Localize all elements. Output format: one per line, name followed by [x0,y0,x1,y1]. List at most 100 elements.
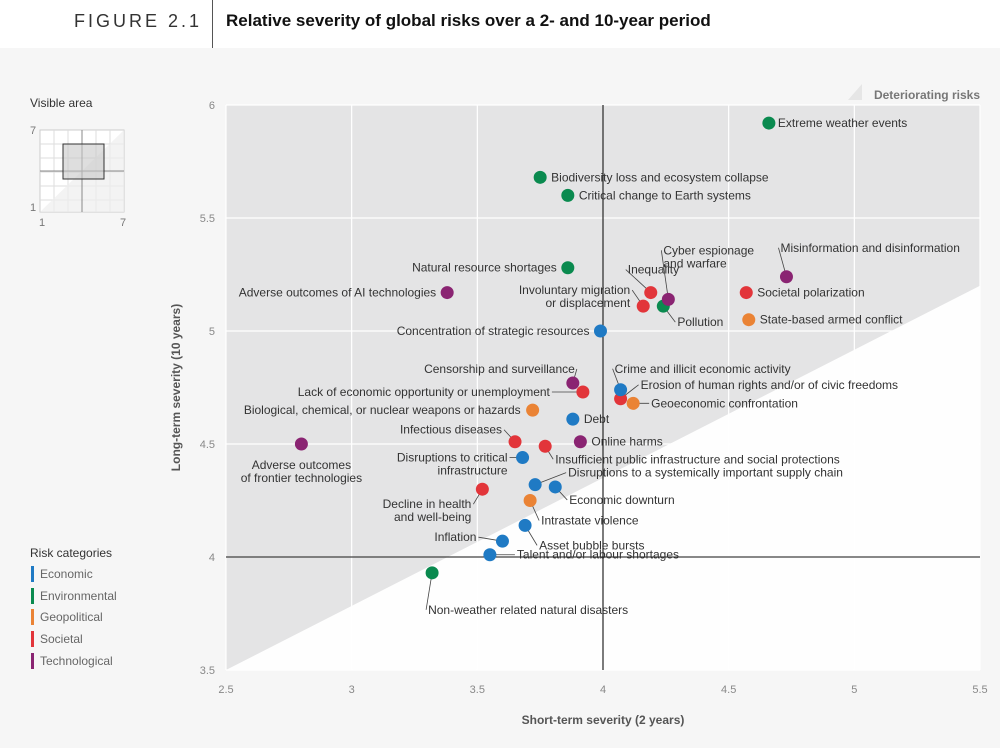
minimap-tick-bottom: 1 [30,202,36,214]
label-economic-downturn: Economic downturn [569,493,674,507]
legend-item-geopolitical[interactable]: Geopolitical [30,608,117,630]
legend-item-economic[interactable]: Economic [30,565,117,587]
figure-header: FIGURE 2.1 Relative severity of global r… [0,0,1000,48]
point-asset-bubble-bursts [518,518,532,532]
point-concentration-of-strategic-resources [593,324,607,338]
annotation-marker [848,84,862,100]
legend-label: Economic [40,567,93,581]
legend-swatch [31,587,34,604]
point-involuntary-migration-or-displacement [636,299,650,313]
label-inflation: Inflation [434,530,476,544]
x-tick-label: 4.5 [721,684,736,696]
point-adverse-outcomes-of-ai-technologies [440,286,454,300]
y-axis-title: Long-term severity (10 years) [169,304,183,471]
point-critical-change-to-earth-systems [561,188,575,202]
point-decline-in-health-and-well-being [475,482,489,496]
legend-swatch [31,652,34,669]
figure-number: FIGURE 2.1 [74,11,203,31]
point-extreme-weather-events [762,116,776,130]
label-disruptions-to-a-systemically-important-supply-chain: Disruptions to a systemically important … [568,466,843,480]
y-tick-label: 4 [209,552,215,564]
point-cyber-espionage-and-warfare [661,292,675,306]
legend-title: Risk categories [30,546,113,560]
point-misinformation-and-disinformation [779,270,793,284]
point-crime-and-illicit-economic-activity [614,383,628,397]
label-concentration-of-strategic-resources: Concentration of strategic resources [397,324,590,338]
visible-area-viewport[interactable] [62,143,105,180]
point-infectious-diseases [508,435,522,449]
label-infectious-diseases: Infectious diseases [400,423,502,437]
label-extreme-weather-events: Extreme weather events [778,116,907,130]
deteriorating-risks-annotation: Deteriorating risks [874,88,980,102]
label-geoeconomic-confrontation: Geoeconomic confrontation [651,396,798,410]
label-online-harms: Online harms [591,435,662,449]
label-involuntary-migration-or-displacement: Involuntary migration or displacement [519,283,631,310]
point-erosion-of-human-rights-and-or-of-civic-freedoms [614,392,628,406]
label-debt: Debt [584,412,610,426]
figure-title: Relative severity of global risks over a… [226,11,711,30]
legend-label: Technological [40,653,113,668]
label-talent-and-or-labour-shortages: Talent and/or labour shortages [517,548,679,562]
label-biological-chemical-or-nuclear-weapons-or-hazards: Biological, chemical, or nuclear weapons… [244,403,521,417]
point-disruptions-to-critical-infrastructure [516,451,530,465]
label-misinformation-and-disinformation: Misinformation and disinformation [780,241,959,255]
label-inequality: Inequality [628,263,679,277]
point-insufficient-public-infrastructure-and-social-protections [538,439,552,453]
label-asset-bubble-bursts: Asset bubble bursts [539,538,644,552]
label-decline-in-health-and-well-being: Decline in health and well-being [383,497,472,524]
label-adverse-outcomes-of-frontier-technologies: Adverse outcomes of frontier technologies [241,458,362,485]
minimap-tick-right: 7 [120,217,126,229]
point-online-harms [573,435,587,449]
label-insufficient-public-infrastructure-and-social-protections: Insufficient public infrastructure and s… [555,452,840,466]
x-tick-label: 2.5 [218,684,233,696]
x-tick-label: 5.5 [972,684,987,696]
minimap-tick-top: 7 [30,125,36,137]
label-critical-change-to-earth-systems: Critical change to Earth systems [579,188,751,202]
legend-label: Environmental [40,588,117,603]
label-cyber-espionage-and-warfare: Cyber espionage and warfare [663,243,754,270]
label-biodiversity-loss-and-ecosystem-collapse: Biodiversity loss and ecosystem collapse [551,170,769,184]
label-censorship-and-surveillance: Censorship and surveillance [424,362,575,376]
point-disruptions-to-a-systemically-important-supply-chain [528,478,542,492]
x-tick-label: 3.5 [470,684,485,696]
visible-area-title: Visible area [30,96,93,110]
point-talent-and-or-labour-shortages [483,548,497,562]
label-natural-resource-shortages: Natural resource shortages [412,261,557,275]
y-tick-label: 5 [209,326,215,338]
point-inflation [495,534,509,548]
leader-line [660,250,669,300]
y-tick-label: 6 [209,100,215,112]
legend-item-technological[interactable]: Technological [30,652,117,674]
point-debt [566,412,580,426]
legend-swatch [31,566,34,582]
label-crime-and-illicit-economic-activity: Crime and illicit economic activity [615,362,791,376]
legend-item-societal[interactable]: Societal [30,630,117,652]
point-geoeconomic-confrontation [626,396,640,410]
label-disruptions-to-critical-infrastructure: Disruptions to critical infrastructure [397,451,508,478]
point-intrastate-violence [523,494,537,507]
label-state-based-armed-conflict: State-based armed conflict [760,313,903,327]
point-censorship-and-surveillance [566,376,580,390]
y-tick-label: 4.5 [200,439,215,451]
point-lack-of-economic-opportunity-or-unemployment [576,385,590,399]
x-tick-label: 4 [600,684,606,696]
header-divider [212,0,213,48]
y-tick-label: 5.5 [200,213,215,225]
label-erosion-of-human-rights-and-or-of-civic-freedoms: Erosion of human rights and/or of civic … [641,378,898,392]
visible-area-minimap[interactable]: 7 1 1 7 [20,120,140,230]
label-pollution: Pollution [677,315,723,329]
label-lack-of-economic-opportunity-or-unemployment: Lack of economic opportunity or unemploy… [298,385,551,399]
label-intrastate-violence: Intrastate violence [541,514,639,528]
legend-swatch [31,609,34,626]
label-societal-polarization: Societal polarization [757,286,864,300]
point-adverse-outcomes-of-frontier-technologies [294,437,308,451]
point-biological-chemical-or-nuclear-weapons-or-hazards [526,403,540,417]
y-tick-label: 3.5 [200,665,215,677]
legend-label: Geopolitical [40,610,103,625]
legend-item-environmental[interactable]: Environmental [30,587,117,609]
point-natural-resource-shortages [561,261,575,275]
point-biodiversity-loss-and-ecosystem-collapse [533,170,547,184]
point-societal-polarization [739,286,753,300]
minimap-tick-left: 1 [39,217,45,229]
